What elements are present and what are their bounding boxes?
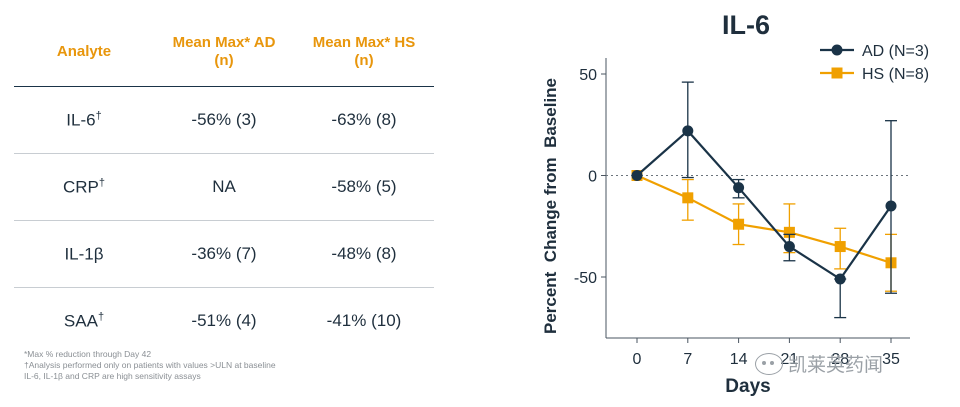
analyte-name: SAA [63, 311, 98, 331]
watermark: 凯莱英药闻 [755, 350, 883, 377]
table-row: IL-1β -36% (7) -48% (8) [14, 221, 434, 288]
y-tick-label: 0 [588, 169, 597, 186]
analyte-cell: SAA† [14, 311, 154, 332]
header-hs-unit: (n) [354, 52, 374, 69]
hs-cell: -63% (8) [331, 110, 397, 129]
legend-ad-label: AD (N=3) [862, 43, 929, 60]
header-ad-label: Mean Max* AD [172, 34, 276, 51]
ad-point [631, 170, 643, 181]
ad-cell: -51% (4) [191, 311, 257, 330]
y-tick-label: 50 [579, 67, 597, 84]
hs-point [834, 241, 846, 253]
ad-point [783, 241, 795, 253]
hs-point [733, 218, 745, 230]
footnote: †Analysis performed only on patients wit… [24, 360, 276, 370]
analyte-name: IL-6 [66, 110, 96, 130]
table-row: SAA† -51% (4) -41% (10) [14, 288, 434, 354]
ad-point [682, 125, 694, 137]
hs-point [682, 192, 694, 204]
ad-cell: -36% (7) [191, 244, 257, 263]
ad-cell: NA [212, 177, 236, 196]
x-axis-label: Days [725, 376, 770, 397]
watermark-text: 凯莱英药闻 [788, 354, 884, 376]
analyte-cell: IL-6† [14, 110, 154, 131]
analyte-name: CRP [62, 177, 99, 197]
header-ad: Mean Max* AD (n) [154, 34, 294, 70]
chart-title: IL-6 [722, 10, 770, 40]
x-tick-label: 14 [730, 351, 748, 368]
hs-point [783, 226, 795, 238]
legend-hs-label: HS (N=8) [862, 66, 929, 83]
table-row: IL-6† -56% (3) -63% (8) [14, 87, 434, 154]
legend-hs-marker [831, 67, 843, 79]
hs-cell: -48% (8) [331, 244, 397, 263]
hs-cell: -41% (10) [326, 311, 402, 330]
analyte-name: IL-1β [64, 244, 104, 264]
x-tick-label: 21 [781, 351, 799, 368]
y-tick-label: -50 [574, 270, 597, 287]
header-hs-label: Mean Max* HS [312, 34, 416, 51]
dagger-mark: † [95, 109, 102, 122]
ad-series-line [636, 129, 892, 281]
x-tick-label: 28 [831, 351, 849, 368]
x-tick-label: 0 [633, 351, 642, 368]
table-row: CRP† NA -58% (5) [14, 154, 434, 221]
footnote: IL-6, IL-1β and CRP are high sensitivity… [24, 371, 201, 381]
footnotes: *Max % reduction through Day 42 †Analysi… [24, 349, 276, 382]
legend-ad-marker [831, 44, 843, 56]
y-axis-label: Percent Change from Baseline [541, 78, 560, 334]
comparison-table: Analyte Mean Max* AD (n) Mean Max* HS (n… [14, 18, 434, 354]
footnote: *Max % reduction through Day 42 [24, 349, 152, 359]
ad-cell: -56% (3) [191, 110, 257, 129]
ad-point [885, 200, 897, 212]
hs-cell: -58% (5) [331, 177, 397, 196]
header-analyte: Analyte [14, 43, 154, 61]
ad-point [834, 273, 846, 285]
analyte-cell: IL-1β [14, 244, 154, 265]
ad-point [733, 182, 745, 194]
wechat-icon [755, 352, 783, 375]
dagger-mark: † [97, 310, 105, 323]
header-hs: Mean Max* HS (n) [294, 34, 434, 70]
analyte-cell: CRP† [14, 177, 154, 198]
header-ad-unit: (n) [214, 52, 234, 69]
hs-series-line [636, 174, 892, 264]
dagger-mark: † [98, 176, 106, 189]
table-header: Analyte Mean Max* AD (n) Mean Max* HS (n… [14, 18, 434, 87]
header-analyte-label: Analyte [56, 43, 112, 60]
x-tick-label: 35 [882, 351, 900, 368]
x-tick-label: 7 [683, 351, 692, 368]
